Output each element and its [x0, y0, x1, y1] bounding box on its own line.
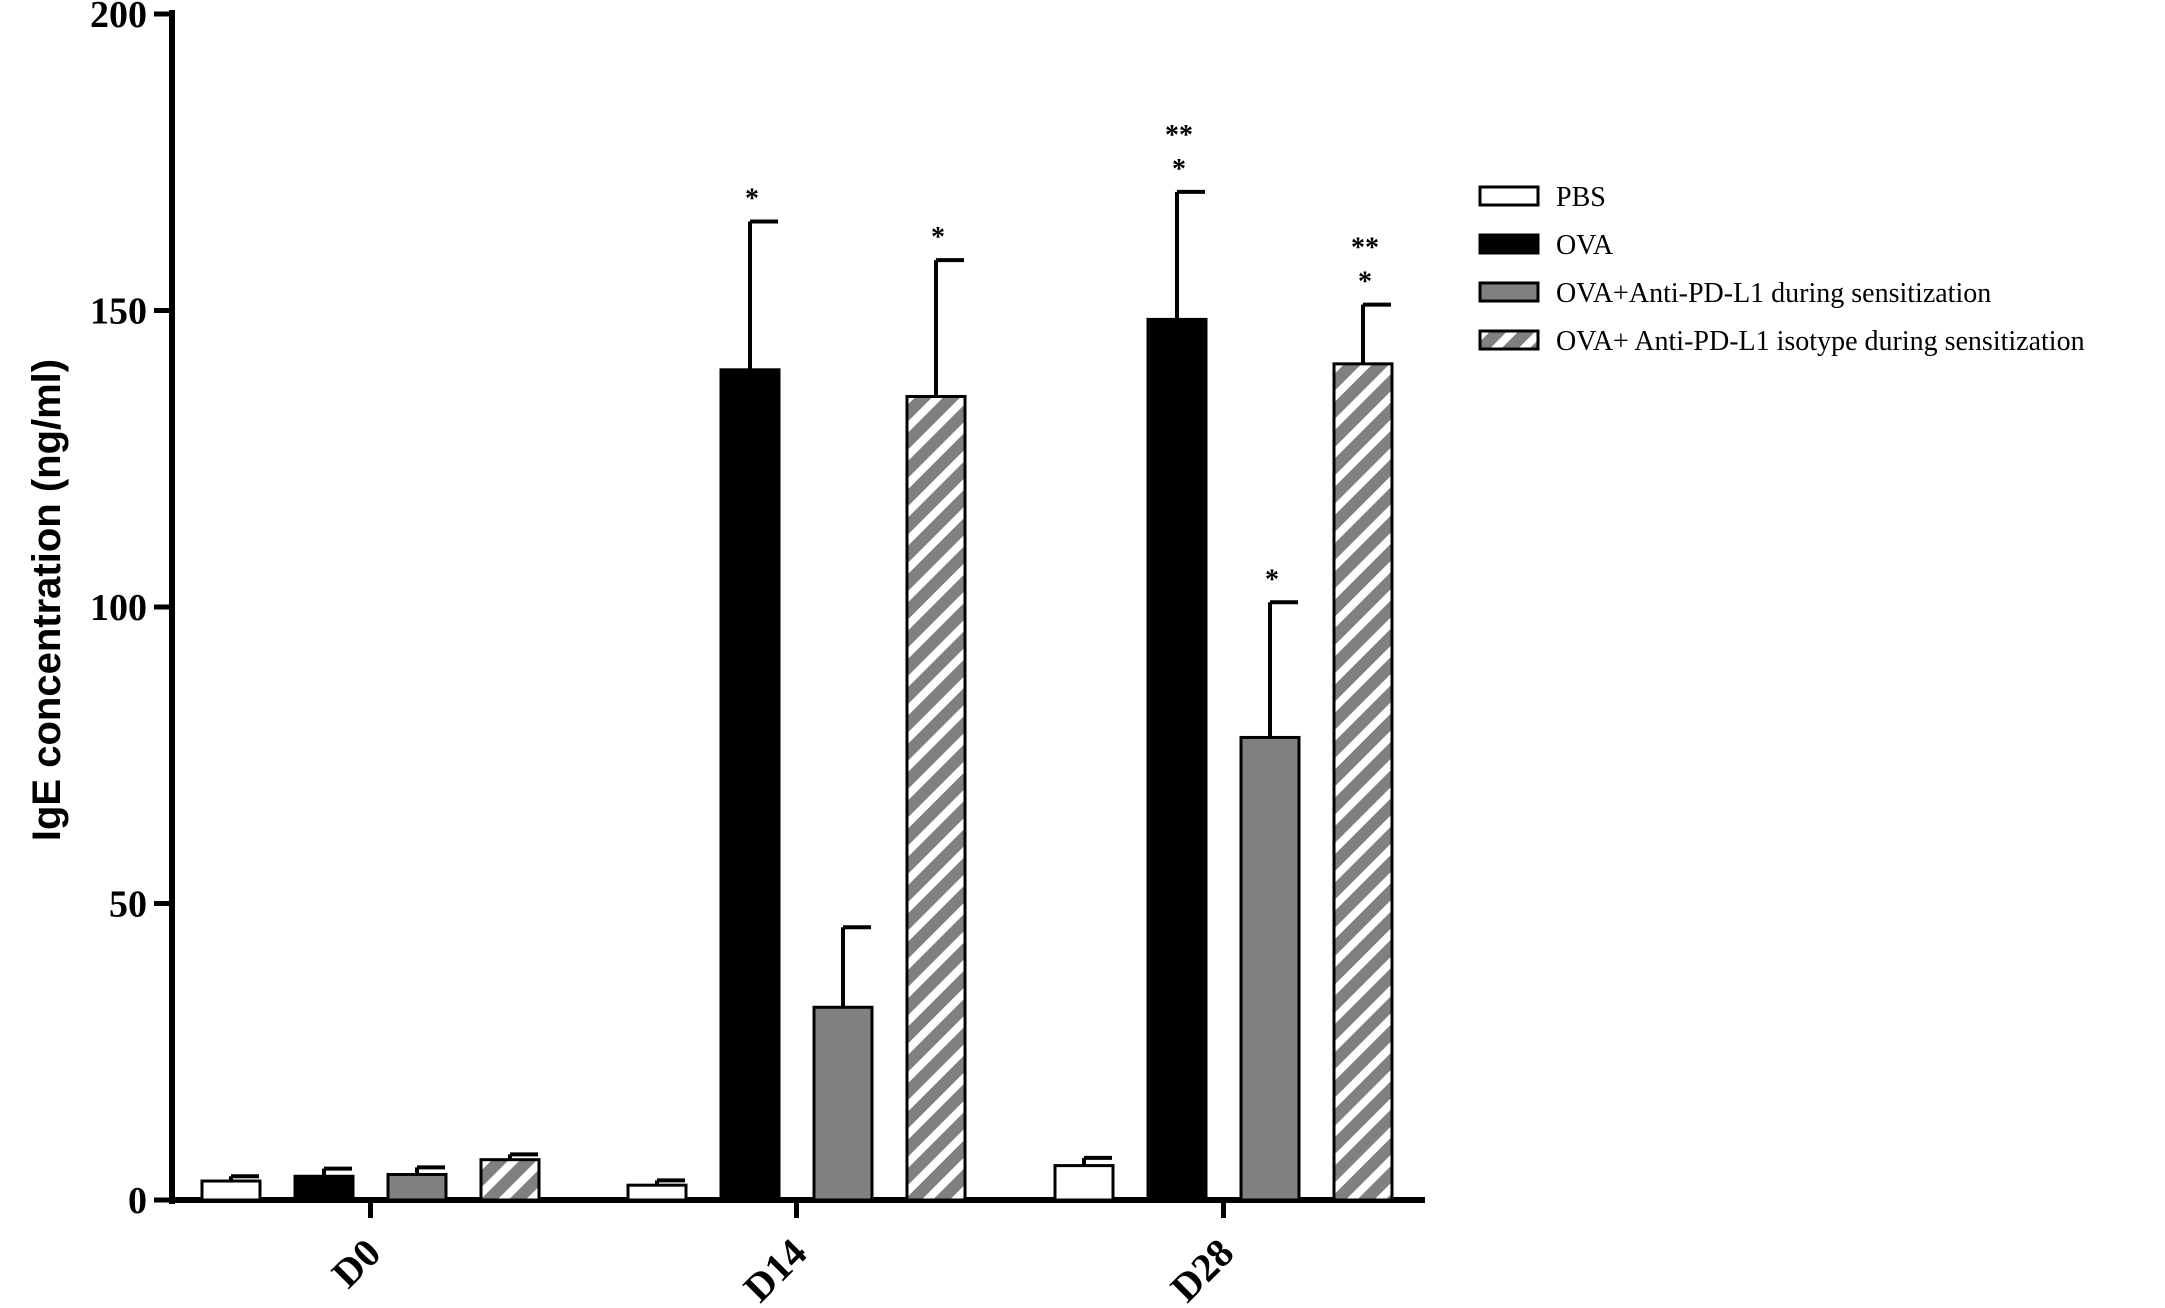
- y-tick-label: 150: [90, 291, 147, 333]
- bar: [1146, 317, 1208, 1202]
- y-axis-label: IgE concentration (ng/ml): [25, 359, 69, 841]
- y-tick-label: 50: [109, 884, 147, 926]
- bar: [812, 1005, 874, 1202]
- bar: [386, 1173, 448, 1202]
- significance-label: *: [1172, 154, 1186, 185]
- bar: [1239, 735, 1301, 1202]
- bar: [1053, 1164, 1115, 1202]
- y-tick-label: 100: [90, 587, 147, 629]
- x-tick-label: D14: [735, 1230, 816, 1308]
- bars-group: *********: [200, 120, 1394, 1202]
- legend-label: OVA+ Anti-PD-L1 isotype during sensitiza…: [1556, 326, 2085, 357]
- legend-label: PBS: [1556, 182, 1606, 213]
- bar: [905, 394, 967, 1202]
- legend-swatch: [1478, 233, 1540, 255]
- bar: [1332, 362, 1394, 1202]
- x-tick-label: D0: [323, 1230, 389, 1296]
- bar: [479, 1158, 541, 1202]
- bar: [719, 368, 781, 1202]
- y-tick-label: 200: [90, 0, 147, 36]
- legend-swatch: [1478, 185, 1540, 207]
- x-tick-label: D28: [1162, 1230, 1243, 1308]
- legend-label: OVA: [1556, 230, 1614, 261]
- significance-label: *: [931, 222, 945, 253]
- legend-label: OVA+Anti-PD-L1 during sensitization: [1556, 278, 1991, 309]
- legend-swatch: [1478, 329, 1540, 351]
- significance-label: *: [1265, 564, 1279, 595]
- bar: [200, 1179, 262, 1202]
- significance-label: *: [745, 184, 759, 215]
- significance-label: **: [1165, 120, 1193, 151]
- bar: [293, 1174, 355, 1202]
- bar: [626, 1183, 688, 1202]
- significance-label: **: [1351, 233, 1379, 264]
- y-tick-label: 0: [128, 1180, 147, 1222]
- legend: PBS OVA OVA+Anti-PD-L1 during sensitizatio…: [1478, 182, 2085, 357]
- legend-swatch: [1478, 281, 1540, 303]
- significance-label: *: [1358, 267, 1372, 298]
